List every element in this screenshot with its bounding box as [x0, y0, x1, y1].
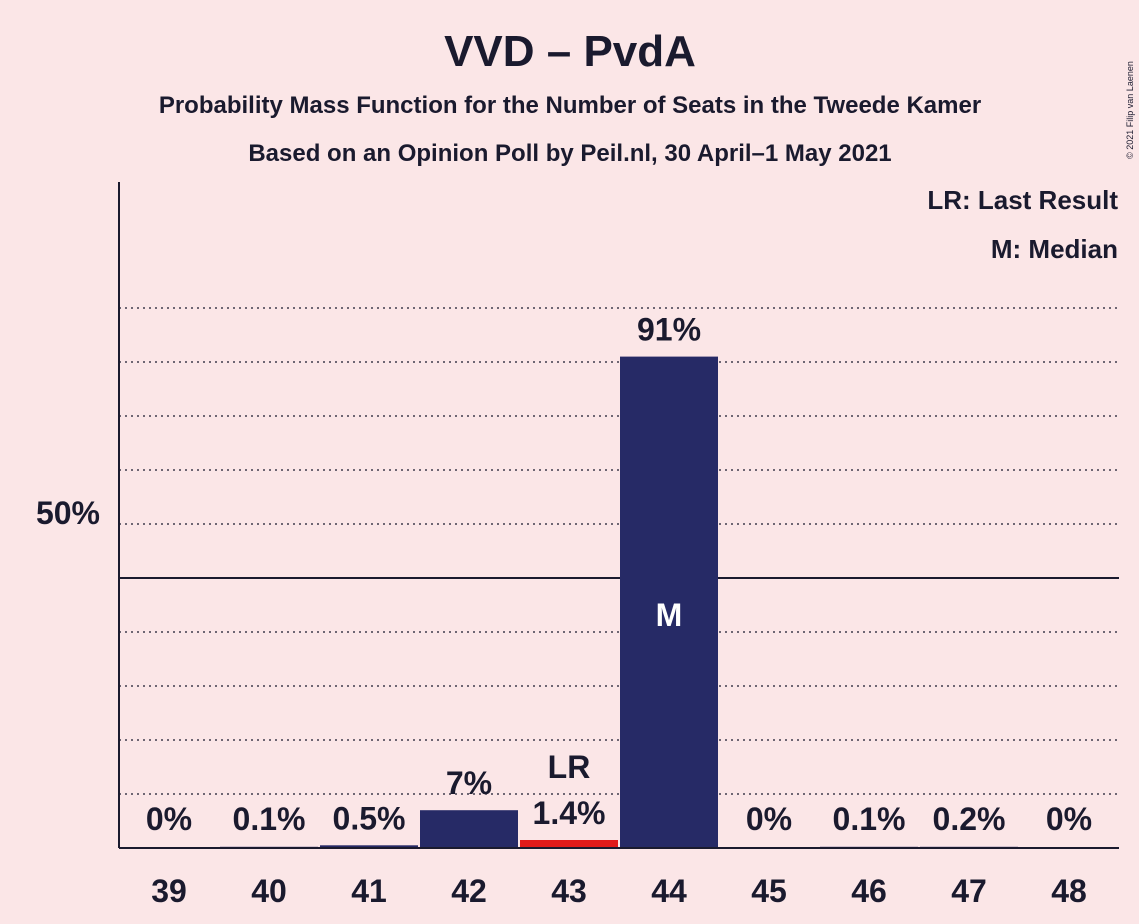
value-label-43: 1.4% — [533, 795, 606, 831]
x-tick-44: 44 — [651, 873, 687, 909]
legend-median: M: Median — [991, 234, 1118, 264]
chart-subtitle-2: Based on an Opinion Poll by Peil.nl, 30 … — [248, 140, 891, 167]
value-label-39: 0% — [146, 801, 192, 837]
copyright-text: © 2021 Filip van Laenen — [1125, 61, 1135, 159]
bar-44 — [620, 356, 718, 848]
value-label-41: 0.5% — [333, 800, 406, 836]
y-tick-label-50: 50% — [36, 495, 100, 531]
last-result-marker: LR — [548, 749, 591, 785]
median-marker: M — [656, 597, 683, 633]
x-tick-48: 48 — [1051, 873, 1087, 909]
value-label-40: 0.1% — [233, 801, 306, 837]
x-tick-46: 46 — [851, 873, 887, 909]
bar-42 — [420, 810, 518, 848]
legend-last-result: LR: Last Result — [927, 185, 1118, 215]
value-label-45: 0% — [746, 801, 792, 837]
value-label-47: 0.2% — [933, 801, 1006, 837]
x-tick-47: 47 — [951, 873, 987, 909]
x-tick-45: 45 — [751, 873, 787, 909]
value-label-48: 0% — [1046, 801, 1092, 837]
gridlines — [119, 307, 1119, 795]
value-label-46: 0.1% — [833, 801, 906, 837]
value-label-42: 7% — [446, 765, 492, 801]
value-labels-group: 0% 0.1% 0.5% 7% 1.4% LR 91% M 0% 0.1% 0.2% 0% — [146, 312, 1092, 837]
x-tick-39: 39 — [151, 873, 187, 909]
x-tick-40: 40 — [251, 873, 287, 909]
bar-43 — [520, 840, 618, 848]
bar-41 — [320, 845, 418, 848]
x-tick-42: 42 — [451, 873, 487, 909]
bars-group — [220, 356, 1018, 848]
chart-title: VVD – PvdA — [444, 27, 696, 76]
value-label-44: 91% — [637, 312, 701, 348]
x-tick-41: 41 — [351, 873, 387, 909]
chart-subtitle-1: Probability Mass Function for the Number… — [159, 92, 981, 119]
x-tick-labels: 39 40 41 42 43 44 45 46 47 48 — [151, 873, 1087, 909]
x-tick-43: 43 — [551, 873, 587, 909]
